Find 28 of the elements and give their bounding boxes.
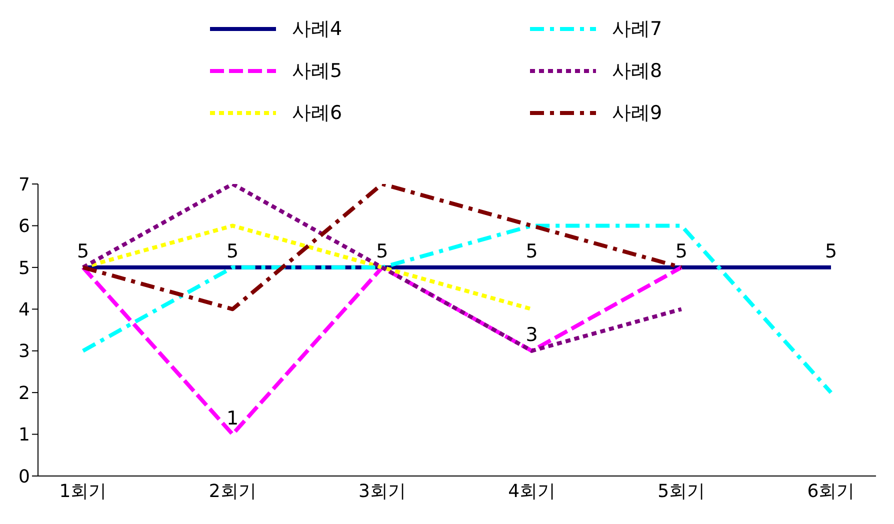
legend-label: 사례9 [612,101,662,126]
data-label: 5 [824,240,838,262]
x-tick-label: 2회기 [208,480,256,502]
y-tick-label: 5 [18,258,30,279]
data-label: 3 [526,324,538,346]
data-label: 5 [526,240,538,262]
data-label: 5 [675,240,688,262]
x-tick-label: 6회기 [807,480,855,502]
legend-label: 사례4 [292,17,342,42]
y-tick-label: 4 [18,300,30,321]
data-label: 5 [226,240,239,262]
y-tick-label: 1 [18,424,30,446]
x-tick-label: 4회기 [508,480,556,502]
x-tick-label: 5회기 [658,480,706,502]
x-tick-label: 3회기 [358,480,406,502]
x-tick-label: 1회기 [59,480,107,502]
y-tick-label: 3 [18,341,30,362]
y-tick-label: 7 [18,174,30,196]
data-label: 5 [76,240,90,262]
y-tick-label: 2 [18,382,30,404]
data-label: 1 [226,407,239,430]
legend-label: 사례5 [292,59,342,84]
legend-label: 사례6 [292,101,342,126]
y-tick-label: 0 [18,466,30,488]
legend-label: 사례8 [612,59,662,84]
data-label: 5 [376,240,388,262]
y-tick-label: 6 [18,216,30,238]
legend-label: 사례7 [612,17,662,42]
